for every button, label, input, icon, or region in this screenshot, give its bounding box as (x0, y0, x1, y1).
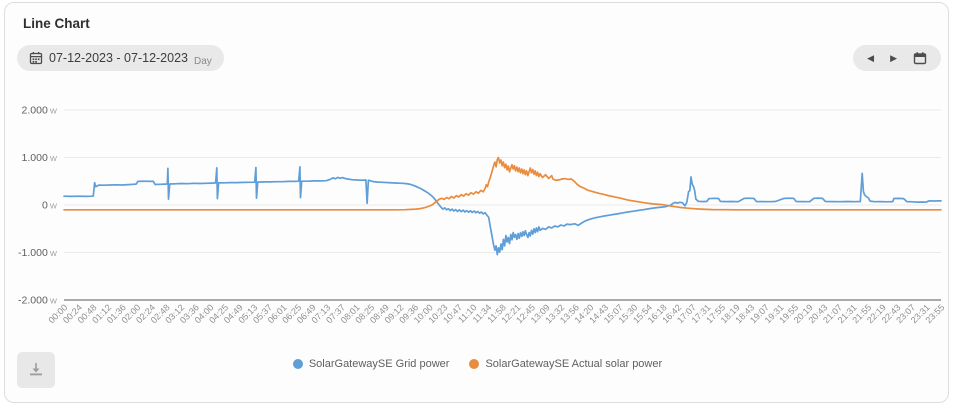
svg-text:0 W: 0 W (42, 200, 58, 212)
legend-item-solar-power[interactable]: SolarGatewaySE Actual solar power (469, 358, 662, 370)
svg-text:1.000 W: 1.000 W (22, 152, 58, 164)
legend-label-grid-power: SolarGatewaySE Grid power (308, 358, 450, 370)
svg-text:-2.000 W: -2.000 W (18, 295, 58, 307)
calendar-icon (29, 51, 43, 65)
chart-legend: SolarGatewaySE Grid power SolarGatewaySE… (5, 358, 948, 370)
legend-label-solar-power: SolarGatewaySE Actual solar power (485, 358, 663, 370)
prev-day-button[interactable]: ◀ (859, 50, 882, 67)
calendar-icon (913, 51, 927, 65)
date-nav-group: ◀ ▶ (853, 45, 941, 71)
next-day-button[interactable]: ▶ (882, 50, 905, 67)
svg-text:2.000 W: 2.000 W (22, 105, 58, 117)
legend-dot-solar-power (469, 359, 480, 369)
download-button[interactable] (17, 352, 55, 388)
legend-dot-grid-power (292, 359, 303, 369)
download-icon (27, 362, 45, 378)
legend-item-grid-power[interactable]: SolarGatewaySE Grid power (292, 358, 450, 370)
open-calendar-button[interactable] (905, 47, 935, 69)
date-range-picker[interactable]: 07-12-2023 - 07-12-2023 Day (17, 45, 224, 71)
page-title: Line Chart (23, 16, 90, 31)
svg-text:-1.000 W: -1.000 W (18, 247, 58, 259)
date-range-label: 07-12-2023 - 07-12-2023 (49, 51, 188, 65)
chevron-left-icon: ◀ (867, 52, 875, 63)
chevron-right-icon: ▶ (890, 52, 897, 63)
granularity-label: Day (194, 56, 212, 67)
line-chart-card: Line Chart 07-12-2023 - 07-12-2023 Day ◀… (4, 2, 949, 403)
